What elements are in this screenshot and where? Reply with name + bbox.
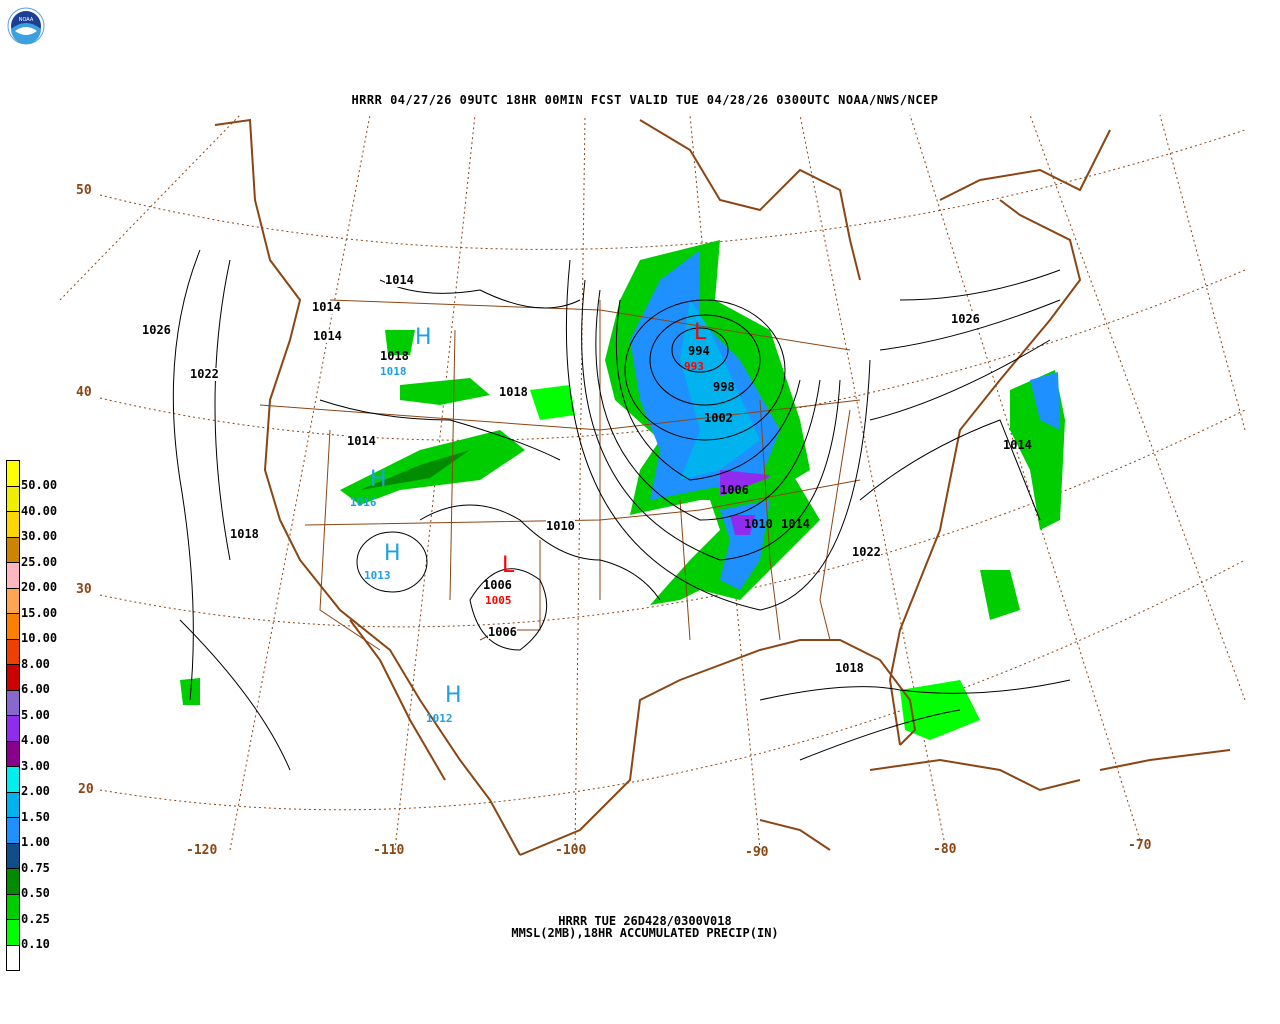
legend-label: 0.75 [21,860,50,875]
isobar-label: 1026 [142,323,171,337]
legend-swatch [6,766,20,792]
legend-swatch [6,485,20,511]
legend-label: 40.00 [21,503,58,518]
isobar-label: 1014 [313,329,342,343]
lon-label: -70 [1128,838,1152,853]
legend-swatch [6,715,20,741]
footer-line-1: HRRR TUE 26D428/0300V018 [558,914,732,928]
isobar-label: 1006 [720,483,749,497]
isobar-label: 1026 [951,312,980,326]
legend-label: 0.10 [21,937,50,951]
isobar-label: 1010 [546,519,575,533]
isobar-label: 1022 [190,367,219,381]
legend-label: 5.00 [21,707,50,722]
legend-label: 30.00 [21,529,58,543]
lon-label: -90 [745,845,769,860]
isobar-label: 1006 [483,578,512,592]
legend-label: 1.50 [21,809,50,824]
lat-label: 30 [76,582,92,597]
high-symbol: H [445,683,462,708]
legend-swatch [6,791,20,817]
isobar-label: 1018 [230,527,259,541]
isobar-label: 1018 [380,349,409,363]
legend-swatch [6,919,20,945]
legend-label: 1.00 [21,835,50,849]
legend-swatch [6,613,20,639]
isobars [172,249,1071,771]
legend-label: 20.00 [21,580,58,594]
legend-swatch [6,587,20,613]
isobar-label: 998 [713,380,735,394]
legend-swatch [6,638,20,664]
high-value: 1013 [364,569,391,582]
legend-swatch [6,842,20,868]
precip-shading [180,240,1065,740]
low-symbol: L [694,320,707,345]
legend-label: 3.00 [21,758,50,773]
isobar-label: 1002 [704,411,733,425]
legend-swatch [6,536,20,562]
high-value: 1016 [350,496,377,509]
legend-swatch [6,817,20,843]
lat-label: 20 [78,782,94,797]
isobar-label: 1014 [347,434,376,448]
precip-legend: 50.00 40.00 30.00 25.00 20.00 15.00 10.00 8.00 6… [6,460,57,971]
legend-swatch [6,562,20,588]
lat-label: 40 [76,385,92,400]
isobar-label: 1010 [744,517,773,531]
high-symbol: H [384,541,401,566]
lon-label: -80 [933,842,957,857]
high-value: 1018 [380,365,407,378]
boundaries [214,118,1231,856]
legend-label: 2.00 [21,784,50,798]
high-symbol: H [415,325,432,350]
lon-label: -110 [373,843,405,858]
isobar-label: 1014 [312,300,341,314]
legend-swatch [6,511,20,537]
isobar-label: 994 [688,344,710,358]
isobar-label: 1006 [488,625,517,639]
legend-label: 50.00 [21,478,58,492]
legend-swatch [6,689,20,715]
legend-swatch [6,893,20,919]
legend-label: 0.50 [21,886,50,900]
isobar-label: 1018 [835,661,864,675]
legend-swatch [6,460,20,486]
isobar-label: 1014 [1003,438,1032,452]
low-value: 1005 [485,594,512,607]
lat-lon-grid [59,114,1246,851]
svg-text:NOAA: NOAA [19,17,34,23]
map-title: HRRR 04/27/26 09UTC 18HR 00MIN FCST VALI… [351,93,939,107]
isobar-label: 1014 [781,517,810,531]
noaa-logo: NOAA [7,7,45,45]
footer-line-2: MMSL(2MB),18HR ACCUMULATED PRECIP(IN) [511,926,779,940]
legend-label: 6.00 [21,682,50,696]
legend-label: 4.00 [21,733,50,747]
low-symbol: L [502,553,515,578]
legend-label: 10.00 [21,631,58,645]
lon-label: -120 [186,843,218,858]
lon-label: -100 [555,843,587,858]
legend-swatch [6,868,20,894]
isobar-label: 1022 [852,545,881,559]
isobar-label: 1014 [385,273,414,287]
low-value: 993 [684,360,704,373]
legend-label: 8.00 [21,656,50,671]
isobar-label: 1018 [499,385,528,399]
legend-label: 0.25 [21,911,50,926]
high-value: 1012 [426,712,453,725]
legend-swatch [6,740,20,766]
state-borders [259,299,861,651]
legend-swatch [6,944,20,971]
legend-label: 15.00 [21,605,58,620]
high-symbol: H [370,467,387,492]
legend-label: 25.00 [21,554,58,569]
legend-swatch [6,664,20,690]
lat-label: 50 [76,183,92,198]
